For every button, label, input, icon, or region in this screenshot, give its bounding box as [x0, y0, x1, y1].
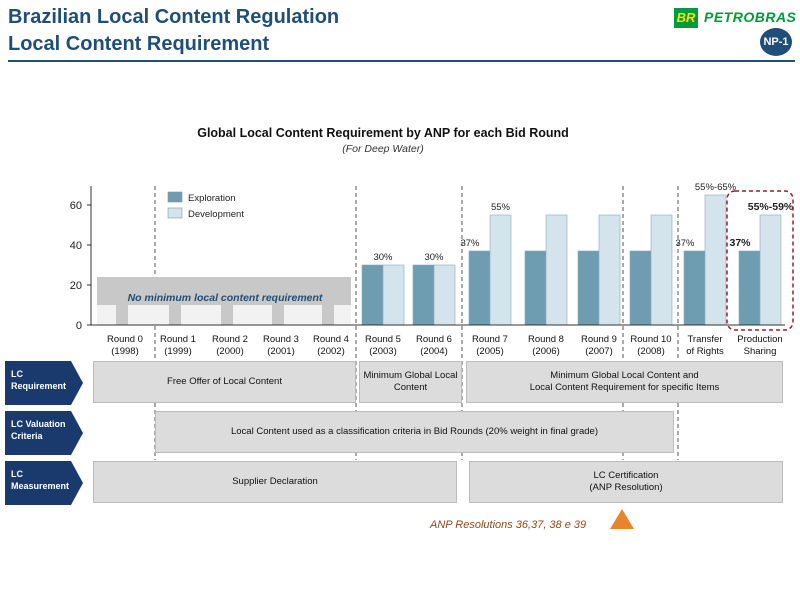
x-tick-label: (2008) — [637, 346, 664, 357]
bars — [361, 194, 782, 326]
arrow-label-icon — [5, 461, 83, 505]
x-tick-label: (2001) — [267, 346, 294, 357]
legend-label: Development — [188, 209, 244, 220]
legend-label: Exploration — [188, 193, 236, 204]
development-bar — [433, 264, 456, 326]
x-tick-label: Round 9 — [581, 334, 617, 345]
x-tick-label: (2006) — [532, 346, 559, 357]
development-bar — [704, 194, 727, 326]
exploration-bar — [524, 250, 547, 326]
x-tick-label: (2003) — [369, 346, 396, 357]
x-tick-label: Transfer — [687, 334, 722, 345]
x-tick-label: of Rights — [686, 346, 724, 357]
data-label: 30% — [424, 252, 444, 263]
x-axis-labels: Round 0(1998) Round 1(1999) Round 2(2000) R… — [107, 334, 783, 357]
exploration-bar — [468, 250, 491, 326]
x-tick-label: (2000) — [216, 346, 243, 357]
x-tick-label: (2005) — [476, 346, 503, 357]
requirement-minimum-global: Minimum Global Local Content — [359, 361, 462, 403]
logo-mark-icon — [674, 8, 698, 28]
data-label: 55%-65% — [695, 182, 737, 193]
no-minimum-band: No minimum local content requirement — [97, 277, 351, 325]
x-tick-label: Round 4 — [313, 334, 349, 345]
development-bar — [759, 214, 782, 326]
data-label: 30% — [373, 252, 393, 263]
y-tick-label: 20 — [70, 280, 82, 292]
petrobras-logo: BR PETROBRAS — [674, 8, 797, 28]
lc-measurement-label: LC Measurement — [5, 461, 83, 505]
data-label: 55%-59% — [748, 201, 794, 213]
development-bar — [598, 214, 621, 326]
exploration-bar — [577, 250, 600, 326]
logo-wordmark: PETROBRAS — [704, 9, 797, 25]
chart-title: Global Local Content Requirement by ANP … — [197, 126, 569, 140]
development-bar — [545, 214, 568, 326]
exploration-bar — [738, 250, 761, 326]
no-minimum-band-post — [116, 305, 128, 325]
chart-legend: Exploration Development — [167, 191, 244, 220]
x-tick-label: Production — [737, 334, 782, 345]
legend-swatch — [167, 207, 183, 219]
data-label: 37% — [460, 238, 480, 249]
logo-mark-text: BR — [676, 10, 696, 25]
x-tick-label: (2002) — [317, 346, 344, 357]
arrow-label-icon — [5, 411, 83, 455]
no-minimum-band-post — [169, 305, 181, 325]
x-tick-label: Round 0 — [107, 334, 143, 345]
page-subtitle: Local Content Requirement — [8, 33, 270, 55]
x-tick-label: Sharing — [744, 346, 777, 357]
no-minimum-band-post — [221, 305, 233, 325]
triangle-icon — [610, 509, 634, 529]
data-label: 37% — [729, 237, 751, 249]
lc-valuation-label: LC Valuation Criteria — [5, 411, 83, 455]
x-tick-label: Round 6 — [416, 334, 452, 345]
data-label: 55% — [491, 202, 511, 213]
measurement-supplier-declaration: Supplier Declaration — [93, 461, 457, 503]
chart-subtitle: (For Deep Water) — [342, 143, 424, 155]
arrow-label-icon — [5, 361, 83, 405]
exploration-bar — [683, 250, 706, 326]
y-axis: 0 20 40 60 — [70, 186, 785, 332]
development-bar — [650, 214, 673, 326]
no-minimum-band-post — [272, 305, 284, 325]
x-tick-label: Round 1 — [160, 334, 196, 345]
development-bar — [382, 264, 405, 326]
requirement-free-offer: Free Offer of Local Content — [93, 361, 356, 403]
no-minimum-band-post — [322, 305, 334, 325]
development-bar — [489, 214, 512, 326]
x-tick-label: Round 3 — [263, 334, 299, 345]
valuation-classification: Local Content used as a classification c… — [155, 411, 674, 453]
measurement-lc-certification: LC Certification (ANP Resolution) — [469, 461, 783, 503]
np-badge: NP-1 — [760, 28, 792, 56]
legend-swatch — [167, 191, 183, 203]
lc-requirement-label: LC Requirement — [5, 361, 83, 405]
data-labels: 30% 30% 37% 55% 37% 55%-65% 37% 55%-59% — [373, 182, 793, 263]
y-tick-label: 40 — [70, 240, 82, 252]
anp-resolutions-note: ANP Resolutions 36,37, 38 e 39 — [430, 519, 587, 531]
y-tick-label: 0 — [76, 320, 82, 332]
exploration-bar — [412, 264, 435, 326]
y-tick-label: 60 — [70, 200, 82, 212]
no-minimum-label: No minimum local content requirement — [128, 292, 323, 304]
exploration-bar — [361, 264, 384, 326]
x-tick-label: (1998) — [111, 346, 138, 357]
x-tick-label: Round 5 — [365, 334, 401, 345]
header-divider — [8, 60, 795, 62]
exploration-bar — [629, 250, 652, 326]
data-label: 37% — [675, 238, 695, 249]
page-title: Brazilian Local Content Regulation — [8, 6, 340, 28]
x-tick-label: (1999) — [164, 346, 191, 357]
requirement-minimum-specific: Minimum Global Local Content and Local C… — [466, 361, 783, 403]
x-tick-label: (2007) — [585, 346, 612, 357]
x-tick-label: Round 2 — [212, 334, 248, 345]
production-sharing-highlight — [726, 190, 794, 331]
x-tick-label: (2004) — [420, 346, 447, 357]
x-tick-label: Round 7 — [472, 334, 508, 345]
x-tick-label: Round 10 — [630, 334, 671, 345]
x-tick-label: Round 8 — [528, 334, 564, 345]
